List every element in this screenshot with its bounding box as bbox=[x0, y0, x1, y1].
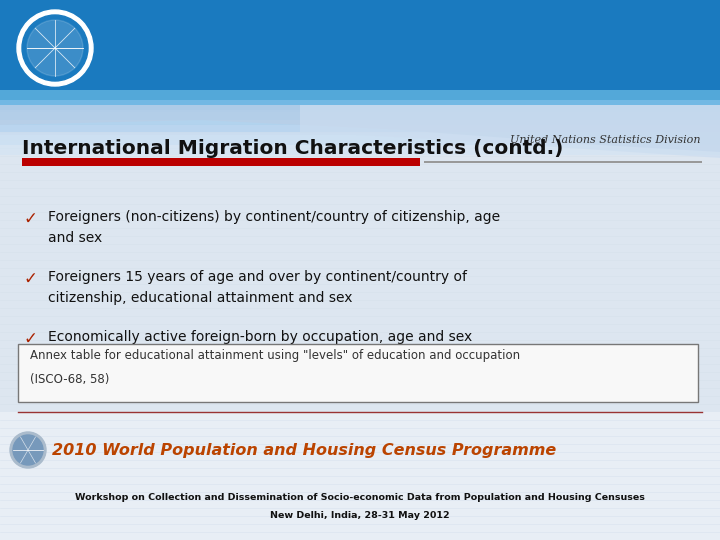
Bar bbox=[22, 158, 420, 166]
Text: New Delhi, India, 28-31 May 2012: New Delhi, India, 28-31 May 2012 bbox=[270, 511, 450, 521]
Bar bbox=[0, 135, 720, 155]
Circle shape bbox=[27, 20, 83, 76]
Bar bbox=[0, 105, 720, 440]
Bar bbox=[0, 125, 720, 145]
Text: ✓: ✓ bbox=[23, 210, 37, 228]
Circle shape bbox=[10, 432, 46, 468]
Text: United Nations Statistics Division: United Nations Statistics Division bbox=[510, 135, 700, 145]
Bar bbox=[18, 344, 698, 402]
Text: ✓: ✓ bbox=[23, 270, 37, 288]
Polygon shape bbox=[0, 105, 720, 152]
Circle shape bbox=[22, 15, 88, 81]
Bar bbox=[0, 0, 720, 105]
Text: (ISCO-68, 58): (ISCO-68, 58) bbox=[30, 374, 109, 387]
Text: Foreigners 15 years of age and over by continent/country of
citizenship, educati: Foreigners 15 years of age and over by c… bbox=[48, 270, 467, 305]
Circle shape bbox=[13, 435, 43, 465]
Text: Foreigners (non-citizens) by continent/country of citizenship, age
and sex: Foreigners (non-citizens) by continent/c… bbox=[48, 210, 500, 245]
Text: Workshop on Collection and Dissemination of Socio-economic Data from Population : Workshop on Collection and Dissemination… bbox=[75, 494, 645, 503]
Text: ✓: ✓ bbox=[23, 330, 37, 348]
Bar bbox=[0, 100, 720, 120]
Text: 2010 World Population and Housing Census Programme: 2010 World Population and Housing Census… bbox=[52, 442, 557, 457]
Text: Economically active foreign-born by occupation, age and sex: Economically active foreign-born by occu… bbox=[48, 330, 472, 344]
Circle shape bbox=[17, 10, 93, 86]
Bar bbox=[424, 161, 702, 163]
Text: Annex table for educational attainment using "levels" of education and occupatio: Annex table for educational attainment u… bbox=[30, 348, 520, 361]
Text: International Migration Characteristics (contd.): International Migration Characteristics … bbox=[22, 138, 563, 158]
Bar bbox=[0, 412, 720, 540]
Bar bbox=[0, 90, 720, 110]
Bar bbox=[0, 112, 720, 132]
Polygon shape bbox=[300, 105, 720, 158]
